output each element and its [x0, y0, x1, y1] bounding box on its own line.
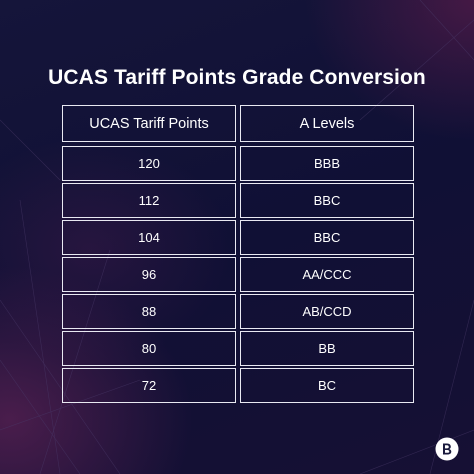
- cell-grades: BB: [240, 331, 414, 366]
- cell-points: 120: [62, 146, 236, 181]
- brand-logo-icon: [435, 437, 459, 461]
- cell-points: 88: [62, 294, 236, 329]
- table-row: 96 AA/CCC: [62, 257, 414, 292]
- cell-grades: BBC: [240, 220, 414, 255]
- table-row: 72 BC: [62, 368, 414, 403]
- cell-points: 104: [62, 220, 236, 255]
- column-header-points: UCAS Tariff Points: [62, 105, 236, 142]
- cell-points: 96: [62, 257, 236, 292]
- table-row: 120 BBB: [62, 146, 414, 181]
- table-row: 104 BBC: [62, 220, 414, 255]
- table-row: 112 BBC: [62, 183, 414, 218]
- column-header-a-levels: A Levels: [240, 105, 414, 142]
- cell-points: 72: [62, 368, 236, 403]
- cell-points: 112: [62, 183, 236, 218]
- cell-grades: AA/CCC: [240, 257, 414, 292]
- cell-points: 80: [62, 331, 236, 366]
- cell-grades: AB/CCD: [240, 294, 414, 329]
- cell-grades: BC: [240, 368, 414, 403]
- page-title: UCAS Tariff Points Grade Conversion: [48, 66, 426, 89]
- cell-grades: BBB: [240, 146, 414, 181]
- cell-grades: BBC: [240, 183, 414, 218]
- table-row: 88 AB/CCD: [62, 294, 414, 329]
- table-row: 80 BB: [62, 331, 414, 366]
- table-header-row: UCAS Tariff Points A Levels: [62, 105, 414, 142]
